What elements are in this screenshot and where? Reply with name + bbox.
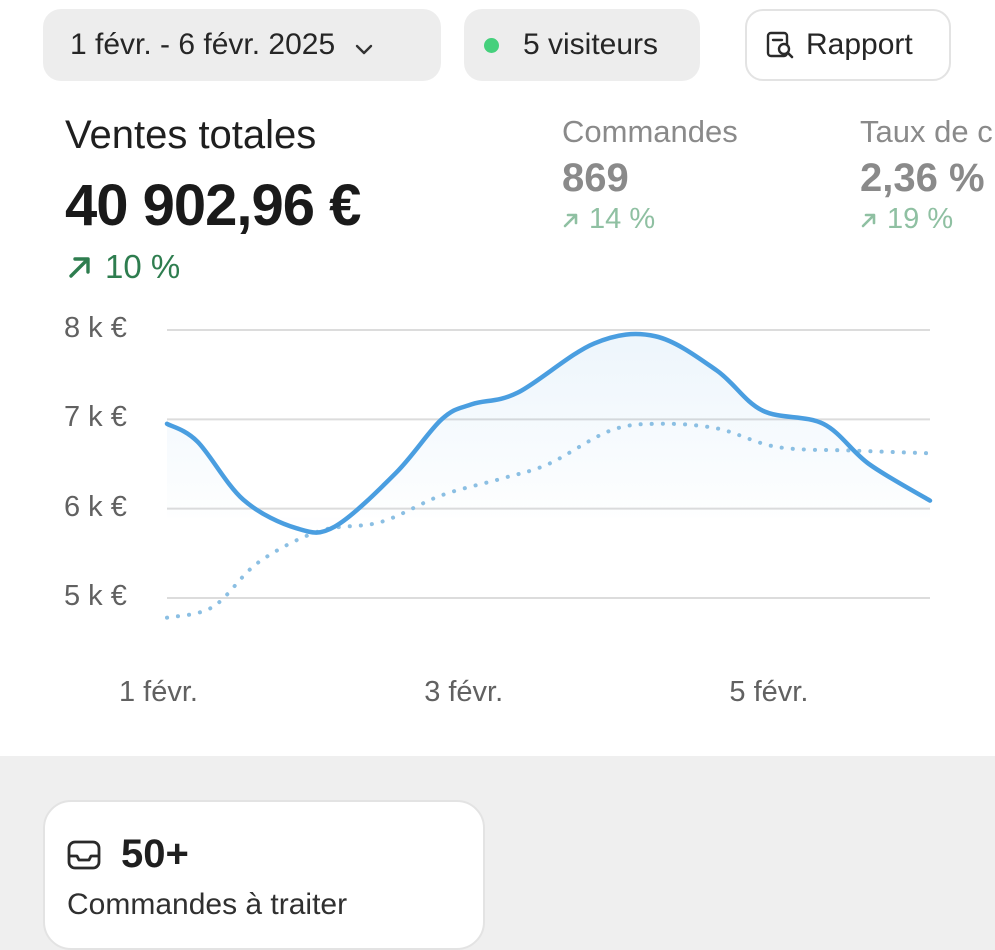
y-axis-tick-label: 8 k € [64,312,127,344]
orders-change-value: 14 % [589,203,656,235]
report-button[interactable]: Rapport [745,9,951,81]
visitors-label: 5 visiteurs [523,28,659,61]
orders-metric[interactable]: Commandes 869 14 % [562,114,738,236]
conversion-rate-change: 19 % [860,203,993,236]
x-axis-tick-label: 1 févr. [119,676,198,708]
total-sales-change-value: 10 % [105,248,181,285]
y-axis-tick-label: 6 k € [64,490,127,523]
arrow-up-right-icon [861,213,876,227]
conversion-rate-metric[interactable]: Taux de c 2,36 % 19 % [860,114,993,236]
report-search-icon [764,29,796,61]
primary-series-line [164,331,933,535]
comparison-series-line [165,421,932,620]
chevron-down-icon [353,34,375,56]
y-axis-tick-label: 5 k € [64,580,127,612]
tasks-section: 50+ Commandes à traiter [0,756,995,950]
sales-chart-svg [164,329,933,620]
orders-to-process-label: Commandes à traiter [67,888,348,921]
live-status-dot-icon [484,37,499,53]
orders-to-process-card[interactable]: 50+ Commandes à traiter [43,800,485,950]
x-axis-tick-label: 3 févr. [424,676,504,708]
orders-value: 869 [562,156,629,200]
conversion-rate-value: 2,36 % [860,156,985,200]
primary-series-area [167,334,930,533]
arrow-up-right-icon [69,257,90,278]
orders-to-process-count: 50+ [121,832,189,876]
conversion-rate-change-value: 19 % [887,203,954,235]
orders-change: 14 % [562,203,738,236]
live-visitors-button[interactable]: 5 visiteurs [464,9,700,81]
report-label: Rapport [806,28,913,61]
inbox-icon [67,840,101,869]
y-axis-tick-label: 7 k € [64,401,127,434]
x-axis-tick-label: 5 févr. [729,676,809,708]
date-range-label: 1 févr. - 6 févr. 2025 [70,28,336,61]
sales-line-chart[interactable]: 8 k € 7 k € 6 k € 5 k € 1 févr. 3 févr. 5 févr… [0,300,995,740]
conversion-rate-title: Taux de c [860,114,993,149]
orders-title: Commandes [562,114,738,149]
total-sales-title: Ventes totales [65,113,317,157]
total-sales-change: 10 % [65,248,180,286]
arrow-up-right-icon [563,213,578,227]
total-sales-value: 40 902,96 € [65,173,361,238]
date-range-picker[interactable]: 1 févr. - 6 févr. 2025 [43,9,441,81]
